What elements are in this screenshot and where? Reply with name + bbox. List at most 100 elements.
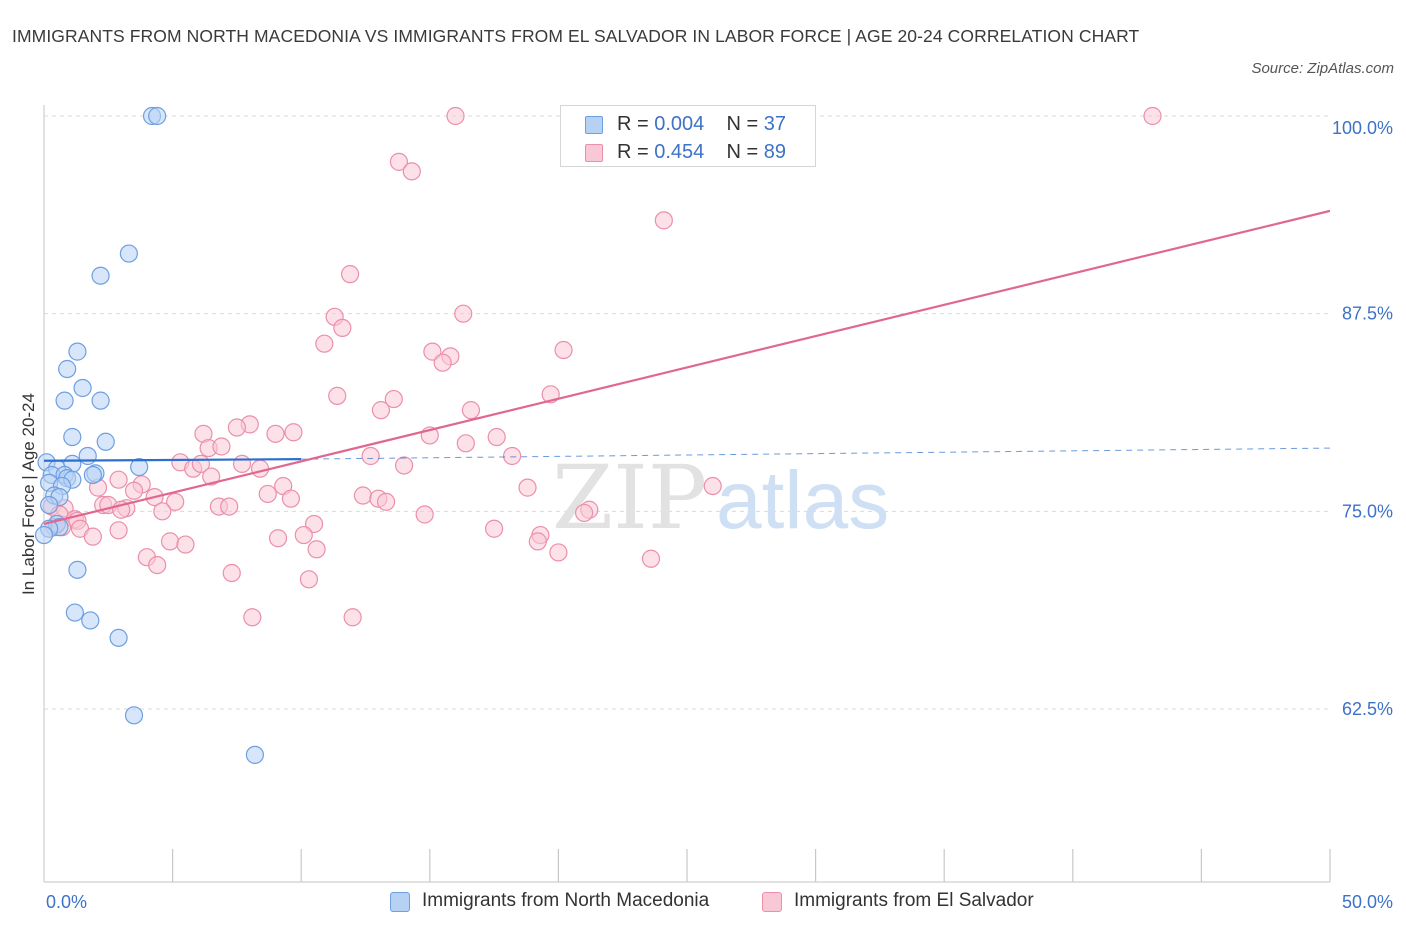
legend-swatch-pink: [762, 892, 782, 912]
el-salvador-point: [153, 502, 172, 521]
north-macedonia-point: [78, 446, 97, 466]
el-salvador-point: [148, 555, 167, 575]
el-salvador-point: [703, 476, 722, 496]
north-macedonia-point: [96, 432, 115, 451]
legend-r-value: 0.454: [654, 141, 705, 163]
north-macedonia-point: [83, 465, 102, 485]
el-salvador-point: [361, 446, 380, 466]
el-salvador-point: [454, 304, 473, 323]
y-tick-label: 87.5%: [1342, 304, 1393, 324]
legend-r-label: R =: [617, 113, 655, 135]
el-salvador-point: [266, 424, 285, 443]
el-salvador-point: [376, 492, 396, 511]
el-salvador-point: [227, 418, 246, 437]
el-salvador-point: [258, 484, 277, 504]
el-salvador-point: [333, 318, 352, 337]
north-macedonia-point: [91, 391, 110, 410]
el-salvador-point: [176, 535, 195, 554]
el-salvador-point: [518, 478, 537, 497]
legend-swatch-pink: [585, 144, 603, 162]
north-macedonia-point: [91, 266, 110, 285]
el-salvador-point: [83, 527, 102, 546]
legend-n-value: 89: [763, 141, 787, 163]
el-salvador-point: [304, 514, 324, 534]
tick-labels: 100.0% 87.5% 75.0% 62.5% 0.0% 50.0%: [46, 118, 1393, 912]
north-macedonia-point: [119, 244, 138, 263]
el-salvador-point: [315, 334, 334, 353]
legend-n-value: 37: [763, 113, 787, 135]
north-macedonia-point: [34, 525, 54, 545]
north-macedonia-point: [81, 611, 100, 630]
north-macedonia-point: [68, 342, 87, 361]
el-salvador-point: [232, 454, 252, 473]
north-macedonia-point: [73, 378, 92, 398]
el-salvador-point: [220, 497, 239, 516]
chart-title: IMMIGRANTS FROM NORTH MACEDONIA VS IMMIG…: [12, 26, 1140, 46]
el-salvador-point: [202, 467, 221, 486]
north-macedonia-point: [68, 560, 87, 579]
el-salvador-point: [328, 386, 347, 405]
el-salvador-point: [554, 340, 573, 360]
legend-n-label: N =: [726, 113, 764, 135]
el-salvador-point: [268, 529, 288, 548]
north-macedonia-point: [245, 745, 265, 764]
el-salvador-point: [1143, 106, 1162, 126]
north-macedonia-point: [40, 495, 59, 515]
north-macedonia-points: [34, 106, 265, 764]
el-salvador-point: [166, 492, 185, 511]
el-salvador-point: [503, 446, 522, 466]
watermark-atlas: atlas: [716, 455, 889, 546]
el-salvador-point: [456, 434, 475, 453]
el-salvador-point: [124, 481, 144, 500]
legend-n-label: N =: [726, 141, 764, 163]
el-salvador-point: [394, 456, 414, 475]
el-salvador-point: [343, 608, 362, 627]
el-salvador-point: [109, 521, 128, 540]
north-macedonia-point: [124, 706, 144, 725]
y-tick-label: 75.0%: [1342, 501, 1393, 521]
axes: [43, 105, 1331, 883]
y-axis-label: In Labor Force | Age 20-24: [19, 393, 38, 595]
north-macedonia-trend-line: [43, 458, 302, 462]
el-salvador-point: [446, 106, 465, 126]
el-salvador-point: [160, 532, 180, 551]
el-salvador-point: [485, 519, 504, 538]
el-salvador-point: [243, 608, 262, 627]
el-salvador-point: [389, 152, 409, 171]
el-salvador-point: [340, 265, 360, 284]
el-salvador-point: [299, 570, 319, 589]
north-macedonia-point: [130, 457, 149, 477]
correlation-legend: R = 0.004 N = 37 R = 0.454 N = 89: [560, 105, 816, 167]
el-salvador-point: [294, 525, 313, 545]
legend-r-label: R =: [617, 141, 655, 163]
el-salvador-point: [402, 162, 421, 181]
el-salvador-point: [433, 353, 452, 372]
el-salvador-point: [549, 543, 568, 562]
north-macedonia-point: [109, 628, 128, 647]
el-salvador-point: [461, 401, 481, 420]
el-salvador-point: [212, 437, 231, 456]
trend-lines: [43, 209, 1331, 526]
el-salvador-point: [250, 459, 270, 478]
watermark-zip: ZIP: [552, 446, 707, 549]
north-macedonia-point: [55, 391, 74, 410]
legend-label: Immigrants from North Macedonia: [422, 890, 710, 911]
legend-r-value: 0.004: [654, 113, 705, 135]
el-salvador-point: [353, 486, 373, 505]
north-macedonia-point: [63, 427, 82, 447]
el-salvador-point: [384, 389, 403, 409]
el-salvador-point: [371, 401, 391, 420]
y-tick-label: 100.0%: [1332, 118, 1393, 138]
el-salvador-point: [641, 549, 661, 568]
grid-lines: [44, 115, 1330, 710]
series-legend: Immigrants from North Macedonia Immigran…: [0, 888, 1406, 918]
el-salvador-point: [487, 427, 506, 447]
north-macedonia-point: [65, 603, 84, 622]
legend-swatch-blue: [585, 116, 603, 134]
legend-swatch-blue: [390, 892, 410, 912]
el-salvador-point: [423, 342, 442, 361]
y-tick-label: 62.5%: [1342, 699, 1393, 719]
watermark: ZIP atlas: [552, 446, 889, 549]
north-macedonia-point: [58, 359, 77, 379]
